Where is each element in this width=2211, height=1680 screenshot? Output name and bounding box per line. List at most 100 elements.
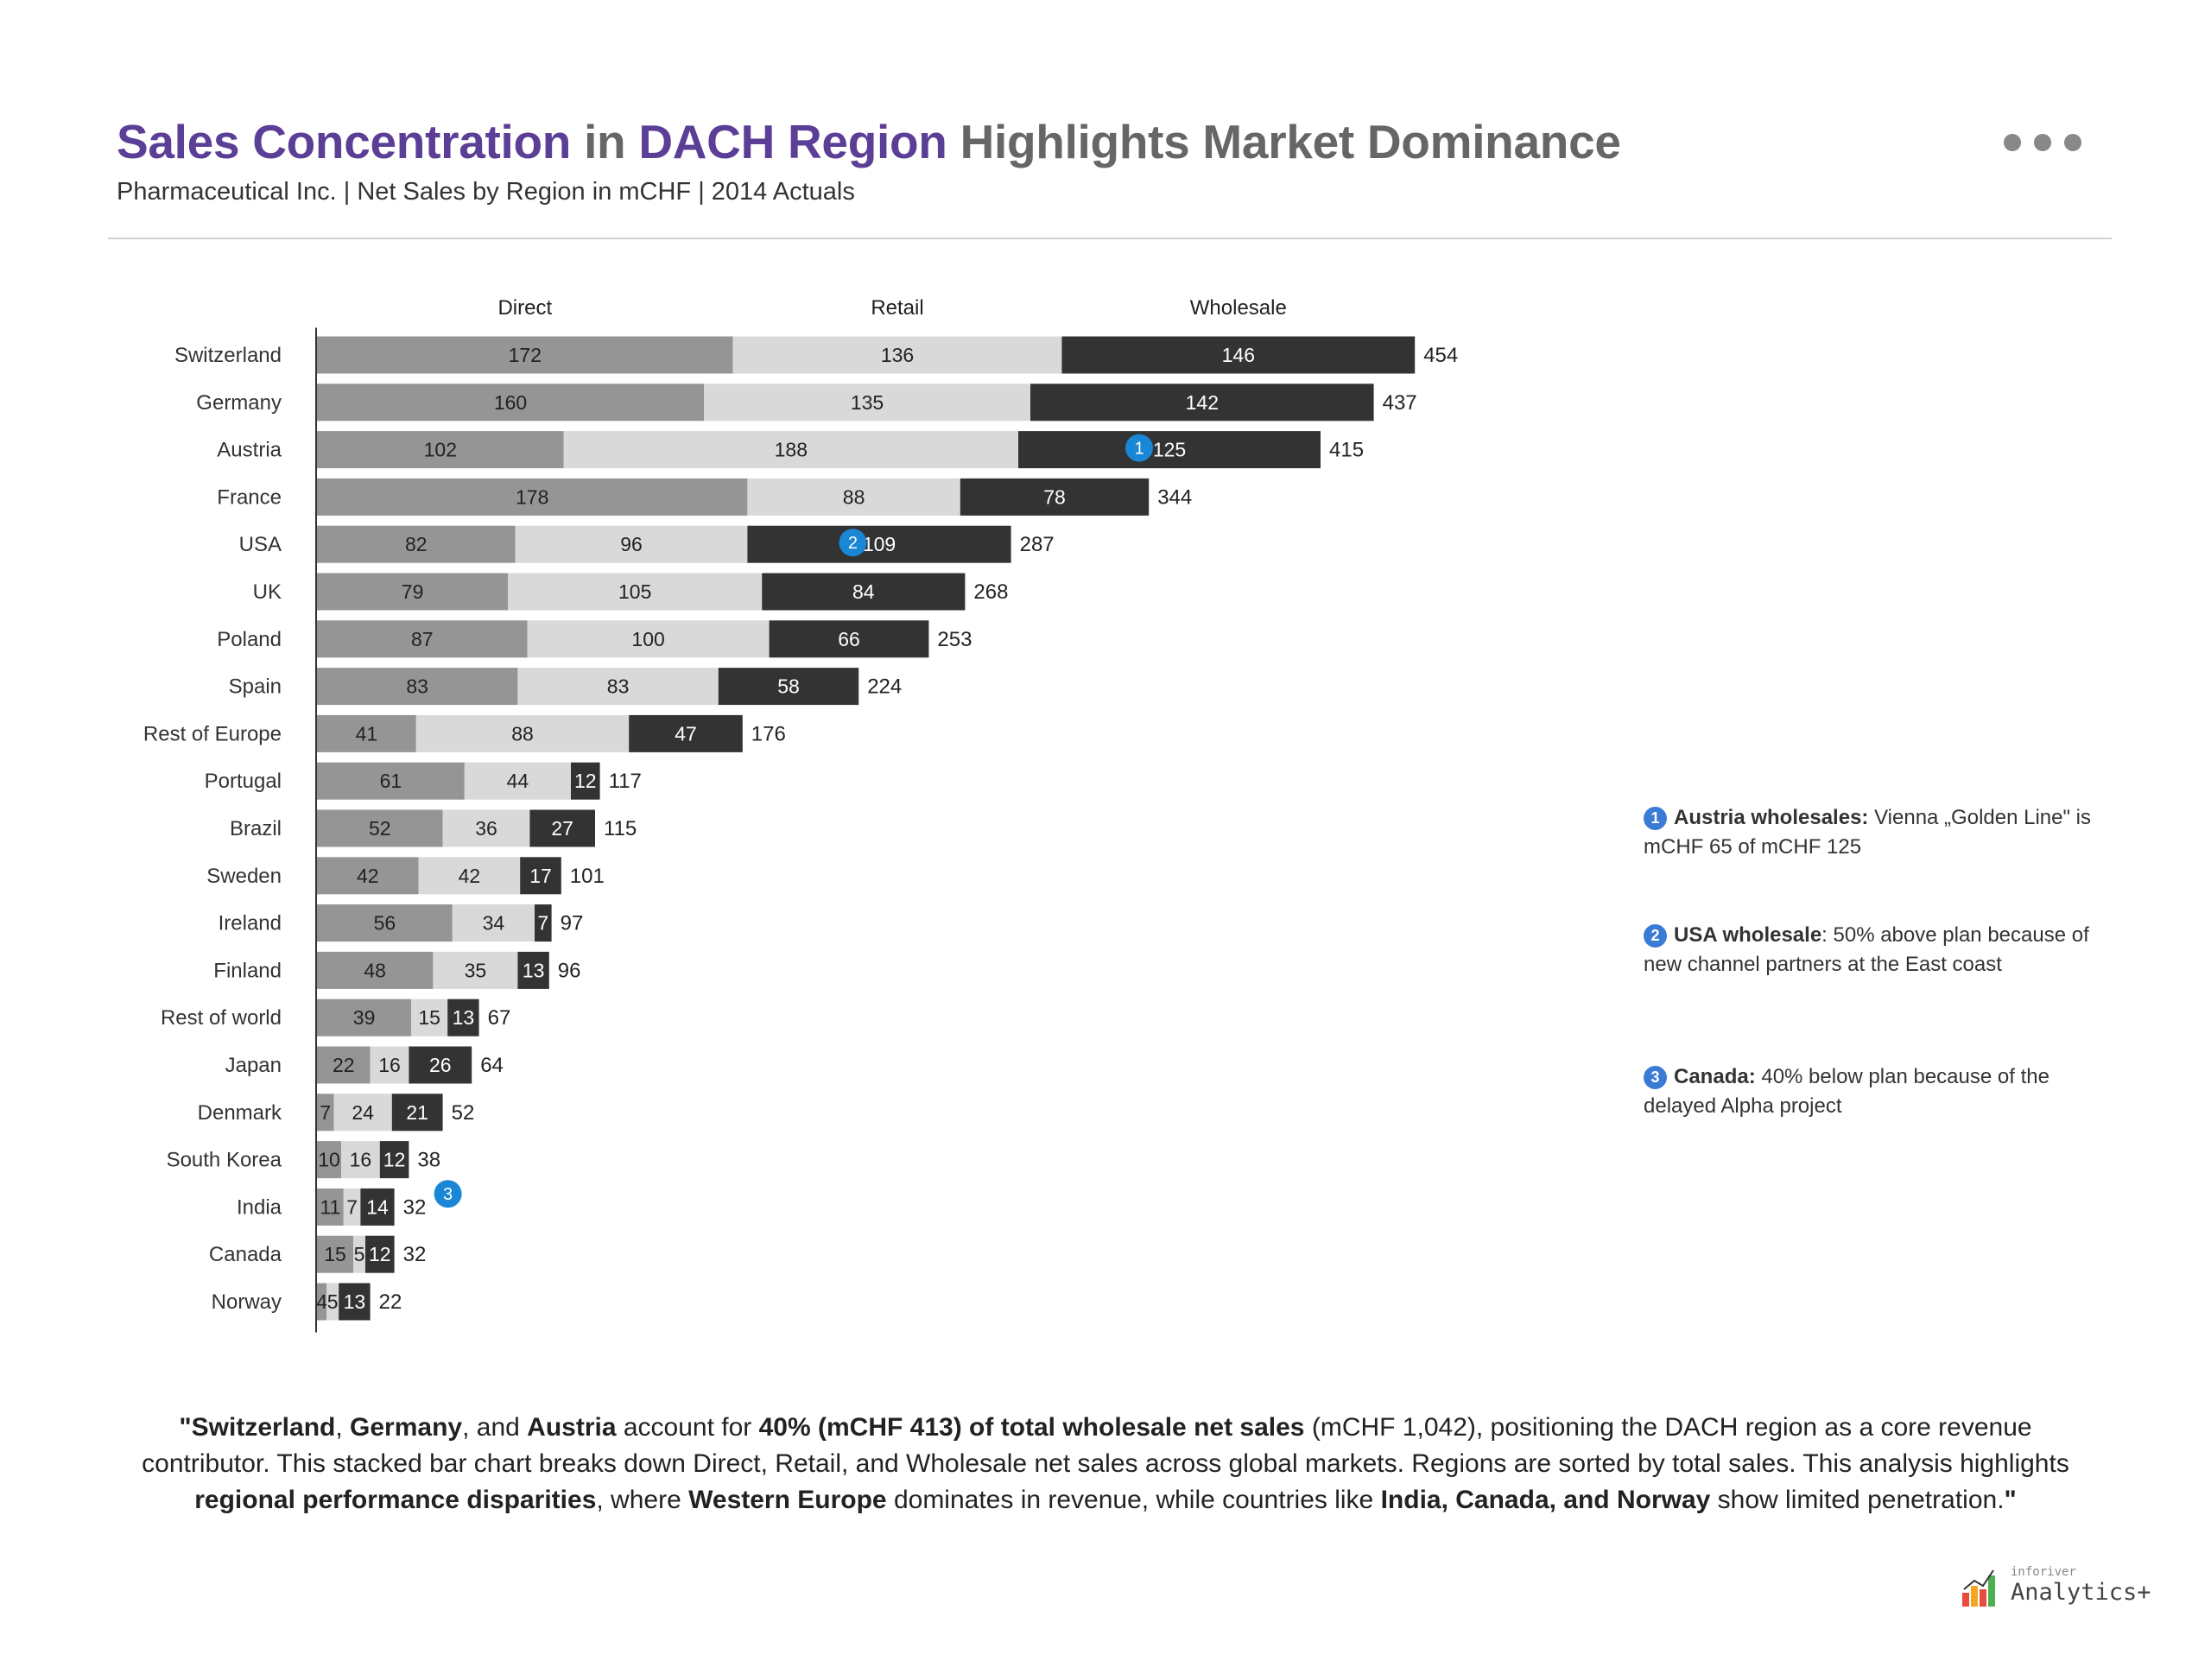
marker-number: 2 (848, 534, 858, 553)
total-label-portugal: 117 (609, 770, 642, 793)
note-heading: Austria wholesales: (1674, 806, 1869, 829)
value-label-wholesale: 142 (1186, 391, 1219, 414)
value-label-direct: 87 (411, 628, 434, 650)
value-label-wholesale: 58 (777, 675, 800, 698)
legend-retail: Retail (871, 296, 923, 320)
total-label-finland: 96 (558, 959, 581, 982)
summary-wholesale-share: 40% (mCHF 413) of total wholesale net sa… (758, 1413, 1305, 1442)
value-label-wholesale: 27 (551, 817, 573, 840)
bar-retail-south-korea (341, 1141, 380, 1179)
note-number-badge: 1 (1644, 807, 1667, 830)
menu-dot (2004, 134, 2021, 151)
bar-wholesale-poland (769, 620, 929, 658)
marker-circle (839, 529, 867, 557)
bar-wholesale-canada (365, 1235, 395, 1273)
value-label-wholesale: 12 (383, 1149, 406, 1171)
value-label-retail: 16 (350, 1149, 372, 1171)
analytics-plus-logo: inforiver Analytics+ (1961, 1562, 2151, 1613)
category-label-sweden: Sweden (206, 865, 282, 888)
bar-wholesale-japan (409, 1046, 472, 1084)
category-label-switzerland: Switzerland (174, 344, 282, 367)
value-label-direct: 82 (405, 533, 428, 555)
bar-wholesale-rest-of-europe (629, 714, 743, 752)
bar-wholesale-sweden (520, 857, 561, 895)
note-usa: 2 USA wholesale: 50% above plan because o… (1644, 921, 2093, 979)
bar-retail-denmark (333, 1094, 392, 1132)
value-label-retail: 88 (511, 722, 534, 745)
bar-wholesale-germany (1030, 384, 1374, 422)
bar-wholesale-austria (1018, 431, 1321, 469)
category-label-ireland: Ireland (219, 912, 282, 935)
value-label-wholesale: 66 (838, 628, 860, 650)
value-label-direct: 178 (516, 485, 548, 508)
summary-austria: Austria (527, 1413, 617, 1442)
bar-retail-austria (563, 431, 1018, 469)
category-label-poland: Poland (217, 628, 282, 651)
value-label-wholesale: 125 (1153, 439, 1186, 461)
marker-2-icon[interactable]: 2 (839, 529, 867, 557)
value-label-direct: 42 (357, 865, 379, 887)
total-label-germany: 437 (1383, 391, 1417, 415)
bar-retail-finland (433, 951, 518, 989)
total-label-rest-of-world: 67 (488, 1006, 511, 1030)
total-label-rest-of-europe: 176 (751, 722, 786, 745)
total-label-sweden: 101 (570, 865, 605, 888)
note-heading: Canada: (1674, 1065, 1756, 1088)
summary-fragment: , (335, 1413, 351, 1442)
total-label-switzerland: 454 (1423, 344, 1458, 367)
bar-direct-finland (317, 951, 434, 989)
value-label-direct: 4 (316, 1290, 327, 1313)
note-text: Vienna „Golden Line" is mCHF 65 of mCHF … (1644, 806, 2091, 859)
value-label-direct: 39 (353, 1006, 376, 1029)
summary-western-europe: Western Europe (688, 1486, 887, 1514)
total-label-norway: 22 (379, 1290, 402, 1314)
note-heading: USA wholesale (1674, 923, 1822, 947)
marker-number: 3 (443, 1185, 453, 1204)
bar-retail-portugal (464, 762, 571, 800)
value-label-direct: 7 (320, 1101, 331, 1124)
category-label-brazil: Brazil (230, 817, 282, 840)
bar-retail-uk (508, 573, 763, 611)
value-label-wholesale: 17 (529, 865, 552, 887)
bar-direct-spain (317, 668, 518, 706)
bar-retail-brazil (442, 809, 530, 847)
total-label-india: 32 (403, 1195, 427, 1219)
bar-retail-spain (517, 668, 719, 706)
value-label-direct: 56 (374, 912, 396, 935)
summary-fragment: , where (596, 1486, 689, 1514)
value-label-retail: 36 (475, 817, 497, 840)
value-label-retail: 16 (378, 1054, 401, 1076)
value-label-direct: 10 (318, 1149, 340, 1171)
bar-wholesale-south-korea (379, 1141, 409, 1179)
bar-retail-germany (704, 384, 1030, 422)
menu-dot (2034, 134, 2051, 151)
value-label-wholesale: 26 (429, 1054, 452, 1076)
bar-wholesale-denmark (391, 1094, 443, 1132)
note-text: : 50% above plan because of new channel … (1644, 923, 2089, 976)
bar-retail-india (343, 1188, 361, 1226)
title-part-3: DACH Region (638, 115, 947, 168)
bar-wholesale-finland (517, 951, 549, 989)
bar-wholesale-india (360, 1188, 395, 1226)
category-label-usa: USA (239, 533, 282, 556)
value-label-retail: 100 (631, 628, 664, 650)
marker-1-icon[interactable]: 1 (1125, 434, 1153, 462)
total-label-france: 344 (1157, 485, 1192, 509)
value-label-wholesale: 7 (537, 912, 548, 935)
bar-direct-brazil (317, 809, 443, 847)
marker-3-icon[interactable]: 3 (434, 1180, 462, 1208)
value-label-wholesale: 78 (1043, 485, 1066, 508)
bar-retail-france (747, 478, 960, 516)
summary-fragment: account for (616, 1413, 759, 1442)
bar-retail-japan (370, 1046, 409, 1084)
category-label-uk: UK (253, 580, 282, 604)
value-label-retail: 105 (618, 580, 651, 603)
more-options-icon[interactable] (2004, 130, 2081, 155)
bar-direct-sweden (317, 857, 419, 895)
bar-wholesale-uk (762, 573, 966, 611)
note-number-badge: 3 (1644, 1066, 1667, 1089)
marker-circle (434, 1180, 462, 1208)
value-label-retail: 135 (851, 391, 884, 414)
value-label-retail: 136 (881, 344, 914, 366)
total-label-brazil: 115 (604, 817, 637, 840)
